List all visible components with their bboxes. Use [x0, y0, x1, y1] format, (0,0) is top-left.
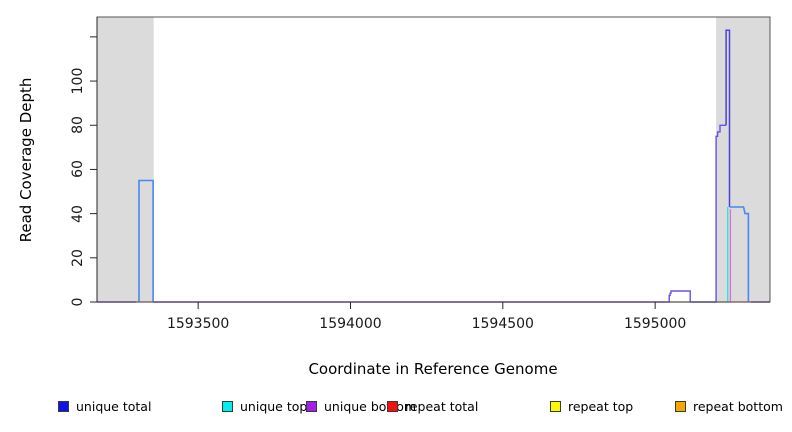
- x-tick-label: 1594500: [471, 316, 534, 332]
- y-tick-label: 80: [70, 116, 86, 135]
- legend-item-repeat-top: repeat top: [550, 398, 634, 414]
- legend-label: repeat top: [568, 398, 634, 414]
- x-axis-label: Coordinate in Reference Genome: [308, 360, 558, 378]
- legend-label: repeat total: [405, 398, 479, 414]
- y-tick-label: 20: [70, 248, 86, 267]
- shaded-repeat-region-1: [716, 17, 770, 302]
- x-tick-label: 1593500: [166, 316, 230, 332]
- legend-item-unique-top: unique top: [222, 398, 308, 414]
- y-tick-label: 60: [70, 160, 86, 179]
- shaded-repeat-region-0: [97, 17, 154, 302]
- legend-label: unique top: [240, 398, 308, 414]
- y-axis-label: Read Coverage Depth: [17, 77, 35, 243]
- legend-swatch-icon: [550, 400, 561, 412]
- legend-label: unique total: [76, 398, 152, 414]
- series-unique-total-0: [138, 179, 154, 302]
- x-tick-label: 1595000: [623, 316, 687, 332]
- legend-swatch-icon: [222, 400, 233, 412]
- series-unique-total-spike-0: [725, 29, 731, 207]
- legend-swatch-icon: [387, 400, 398, 412]
- legend-label: repeat bottom: [693, 398, 783, 414]
- y-tick-label: 40: [70, 204, 86, 223]
- plot-box: [96, 16, 771, 303]
- legend-swatch-icon: [306, 400, 317, 412]
- legend-item-unique-total: unique total: [58, 398, 152, 414]
- x-tick-label: 1594000: [319, 316, 382, 332]
- series-unique-total-1: [729, 206, 750, 302]
- legend-item-repeat-total: repeat total: [387, 398, 479, 414]
- legend-swatch-icon: [58, 400, 69, 412]
- y-tick-label: 0: [70, 297, 86, 307]
- legend-item-repeat-bottom: repeat bottom: [675, 398, 783, 414]
- series-unique-bottom-1: [153, 124, 727, 303]
- legend-swatch-icon: [675, 400, 686, 412]
- y-tick-label: 100: [70, 67, 86, 95]
